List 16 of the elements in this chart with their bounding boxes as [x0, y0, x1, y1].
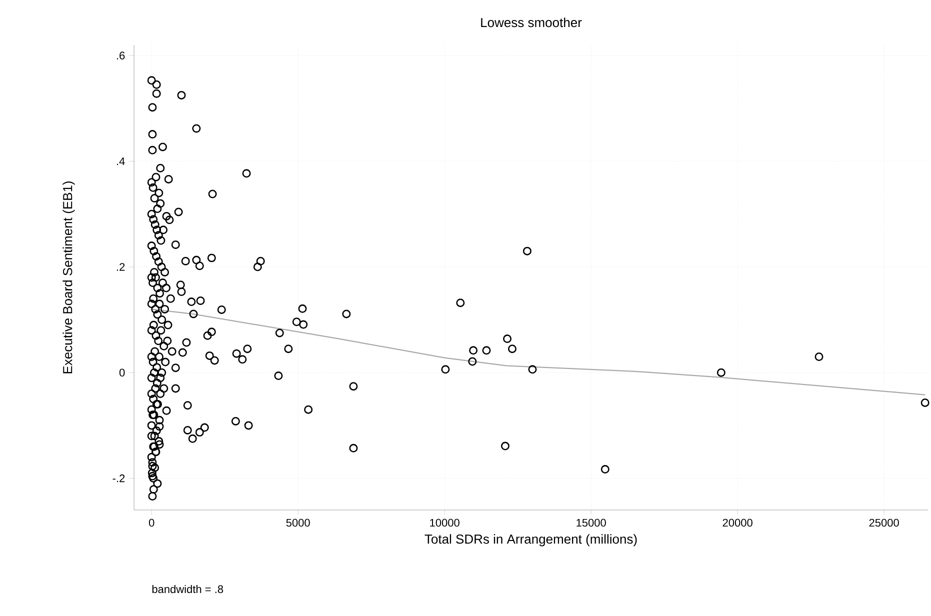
- x-axis-title: Total SDRs in Arrangement (millions): [424, 534, 637, 546]
- line-series: [151, 308, 926, 396]
- y-tick-label: -.2: [112, 474, 125, 482]
- y-axis-title: Executive Board Sentiment (EB1): [62, 182, 75, 374]
- y-tick-label: .6: [116, 52, 125, 60]
- y-tick-label: .4: [116, 157, 125, 166]
- y-tick-label: 0: [119, 368, 125, 376]
- x-tick-label: 25000: [869, 518, 899, 527]
- text: bandwidth = .8: [152, 584, 224, 594]
- x-tick-label: 10000: [430, 518, 460, 527]
- x-tick-label: 0: [148, 518, 154, 527]
- chart-title: Lowess smoother: [481, 18, 582, 28]
- x-tick-label: 5000: [286, 518, 310, 527]
- y-tick-label: .2: [116, 263, 125, 271]
- x-tick-label: 20000: [722, 518, 752, 527]
- x-tick-label: 15000: [576, 518, 606, 527]
